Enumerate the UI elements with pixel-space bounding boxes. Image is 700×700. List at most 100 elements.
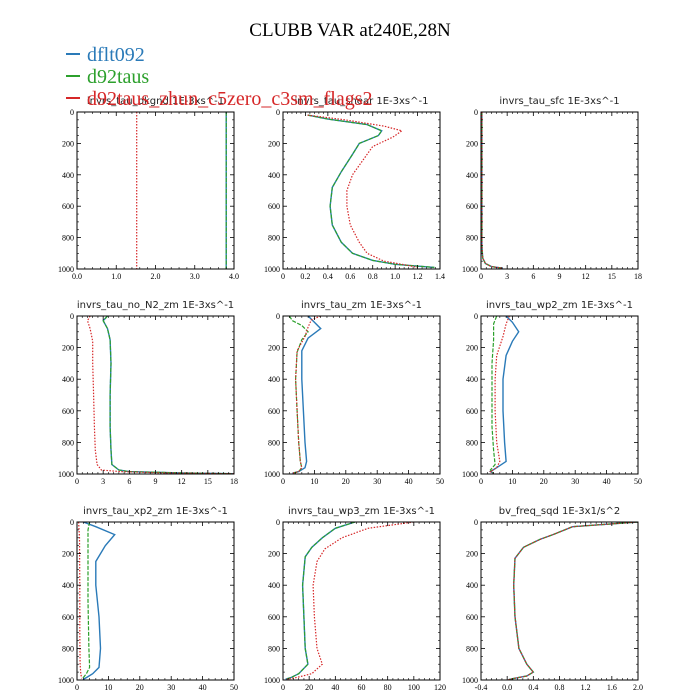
x-tick-label: 40 bbox=[199, 683, 207, 692]
x-tick-label: 15 bbox=[204, 477, 212, 486]
y-tick-label: 600 bbox=[268, 407, 280, 416]
y-tick-label: 600 bbox=[62, 407, 74, 416]
x-tick-label: 10 bbox=[508, 477, 516, 486]
x-tick-label: 18 bbox=[634, 272, 642, 281]
y-tick-label: 600 bbox=[466, 613, 478, 622]
panel-5: 0 10 20 30 40 50 0 200 400 600 800 1000 invrs_tau_wp… bbox=[462, 300, 642, 486]
x-tick-label: 120 bbox=[434, 683, 446, 692]
legend-item-d92taus-zhun: d92taus_zhun_c5zero_c3sm_flags2 bbox=[66, 88, 372, 110]
panel-frame bbox=[76, 111, 235, 270]
x-tick-label: 20 bbox=[305, 683, 313, 692]
y-tick-label: 0 bbox=[474, 518, 478, 527]
x-tick-label: 0.0 bbox=[72, 272, 82, 281]
x-tick-label: 1.0 bbox=[111, 272, 121, 281]
y-tick-label: 400 bbox=[466, 171, 478, 180]
x-tick-label: 0.4 bbox=[528, 683, 538, 692]
y-tick-label: 0 bbox=[276, 312, 280, 321]
series-line-d92taus bbox=[489, 316, 498, 474]
legend-item-d92taus: d92taus bbox=[66, 66, 372, 88]
series-line-dflt092 bbox=[82, 522, 116, 680]
series-line-d92taus bbox=[102, 316, 234, 474]
panel-title: invrs_tau_zm 1E-3xs^-1 bbox=[301, 300, 422, 311]
x-tick-label: 30 bbox=[167, 683, 175, 692]
y-tick-label: 600 bbox=[268, 613, 280, 622]
x-tick-label: 60 bbox=[358, 683, 366, 692]
x-tick-label: 0.8 bbox=[368, 272, 378, 281]
series-line-dflt092 bbox=[285, 522, 356, 680]
y-tick-label: 400 bbox=[466, 375, 478, 384]
x-tick-label: 0 bbox=[281, 683, 285, 692]
x-tick-label: 80 bbox=[384, 683, 392, 692]
series-line-d92taus_zhun_c5zero_c3sm_flags2 bbox=[508, 522, 638, 680]
x-tick-label: 100 bbox=[408, 683, 420, 692]
figure-title: CLUBB VAR at240E,28N bbox=[249, 20, 451, 41]
x-tick-label: 50 bbox=[634, 477, 642, 486]
y-tick-label: 1000 bbox=[264, 470, 280, 479]
x-tick-label: 10 bbox=[310, 477, 318, 486]
y-tick-label: 400 bbox=[466, 581, 478, 590]
series-line-dflt092 bbox=[488, 316, 520, 474]
legend-swatch-d92taus bbox=[66, 75, 80, 78]
series-line-d92taus bbox=[481, 112, 503, 269]
x-tick-label: 1.0 bbox=[390, 272, 400, 281]
legend-label-d92taus-zhun: d92taus_zhun_c5zero_c3sm_flags2 bbox=[87, 88, 373, 110]
x-tick-label: 12 bbox=[582, 272, 590, 281]
y-tick-label: 600 bbox=[268, 202, 280, 211]
x-tick-label: 2.0 bbox=[633, 683, 643, 692]
y-tick-label: 1000 bbox=[264, 265, 280, 274]
y-tick-label: 800 bbox=[62, 234, 74, 243]
panel-title: invrs_tau_shear 1E-3xs^-1 bbox=[295, 96, 429, 107]
y-tick-label: 200 bbox=[466, 139, 478, 148]
y-tick-label: 800 bbox=[268, 438, 280, 447]
panel-0: 0.0 1.0 2.0 3.0 4.0 0 200 400 600 800 1000 invrs_ta… bbox=[58, 96, 239, 281]
y-tick-label: 1000 bbox=[264, 676, 280, 685]
y-tick-label: 400 bbox=[62, 375, 74, 384]
y-tick-label: 0 bbox=[474, 312, 478, 321]
y-tick-label: 0 bbox=[276, 518, 280, 527]
y-tick-label: 800 bbox=[62, 438, 74, 447]
y-tick-label: 200 bbox=[62, 344, 74, 353]
x-tick-label: 3 bbox=[101, 477, 105, 486]
y-tick-label: 800 bbox=[466, 234, 478, 243]
y-tick-label: 1000 bbox=[58, 676, 74, 685]
y-tick-label: 0 bbox=[276, 108, 280, 117]
y-tick-label: 200 bbox=[62, 550, 74, 559]
x-tick-label: 2.0 bbox=[151, 272, 161, 281]
panel-title: invrs_tau_wp2_zm 1E-3xs^-1 bbox=[486, 300, 633, 311]
y-tick-label: 400 bbox=[268, 581, 280, 590]
panel-title: invrs_tau_no_N2_zm 1E-3xs^-1 bbox=[77, 300, 234, 311]
legend-label-d92taus: d92taus bbox=[87, 66, 150, 88]
y-tick-label: 800 bbox=[268, 644, 280, 653]
x-tick-label: 40 bbox=[603, 477, 611, 486]
series-line-d92taus_zhun_c5zero_c3sm_flags2 bbox=[481, 112, 503, 269]
series-line-d92taus bbox=[82, 522, 91, 680]
y-tick-label: 600 bbox=[466, 407, 478, 416]
x-tick-label: -0.4 bbox=[475, 683, 488, 692]
y-tick-label: 0 bbox=[70, 518, 74, 527]
series-line-d92taus bbox=[307, 114, 435, 268]
x-tick-label: 20 bbox=[136, 683, 144, 692]
panel-title: invrs_tau_xp2_zm 1E-3xs^-1 bbox=[83, 506, 228, 517]
panel-2: 0 3 6 9 12 15 18 0 200 400 600 800 1000 invrs_tau_sfc… bbox=[462, 96, 642, 281]
series-line-d92taus bbox=[508, 522, 638, 680]
y-tick-label: 400 bbox=[62, 171, 74, 180]
y-tick-label: 400 bbox=[268, 171, 280, 180]
y-tick-label: 1000 bbox=[462, 676, 478, 685]
y-tick-label: 200 bbox=[62, 139, 74, 148]
series-line-dflt092 bbox=[102, 316, 234, 474]
y-tick-label: 200 bbox=[466, 550, 478, 559]
panel-title: invrs_tau_sfc 1E-3xs^-1 bbox=[499, 96, 619, 107]
legend-item-dflt092: dflt092 bbox=[66, 44, 372, 66]
x-tick-label: 3 bbox=[505, 272, 509, 281]
legend: dflt092 d92taus d92taus_zhun_c5zero_c3sm… bbox=[66, 44, 372, 110]
series-line-d92taus_zhun_c5zero_c3sm_flags2 bbox=[286, 522, 414, 680]
x-tick-label: 40 bbox=[405, 477, 413, 486]
panel-3: 0 3 6 9 12 15 18 0 200 400 600 800 1000 invrs_tau_no_… bbox=[58, 300, 238, 486]
x-tick-label: 9 bbox=[558, 272, 562, 281]
y-tick-label: 400 bbox=[268, 375, 280, 384]
x-tick-label: 4.0 bbox=[229, 272, 239, 281]
y-tick-label: 1000 bbox=[462, 265, 478, 274]
y-tick-label: 200 bbox=[268, 550, 280, 559]
panel-7: 0 20 40 60 80 100 120 0 200 400 600 800 1000 invrs_ta… bbox=[264, 506, 446, 692]
